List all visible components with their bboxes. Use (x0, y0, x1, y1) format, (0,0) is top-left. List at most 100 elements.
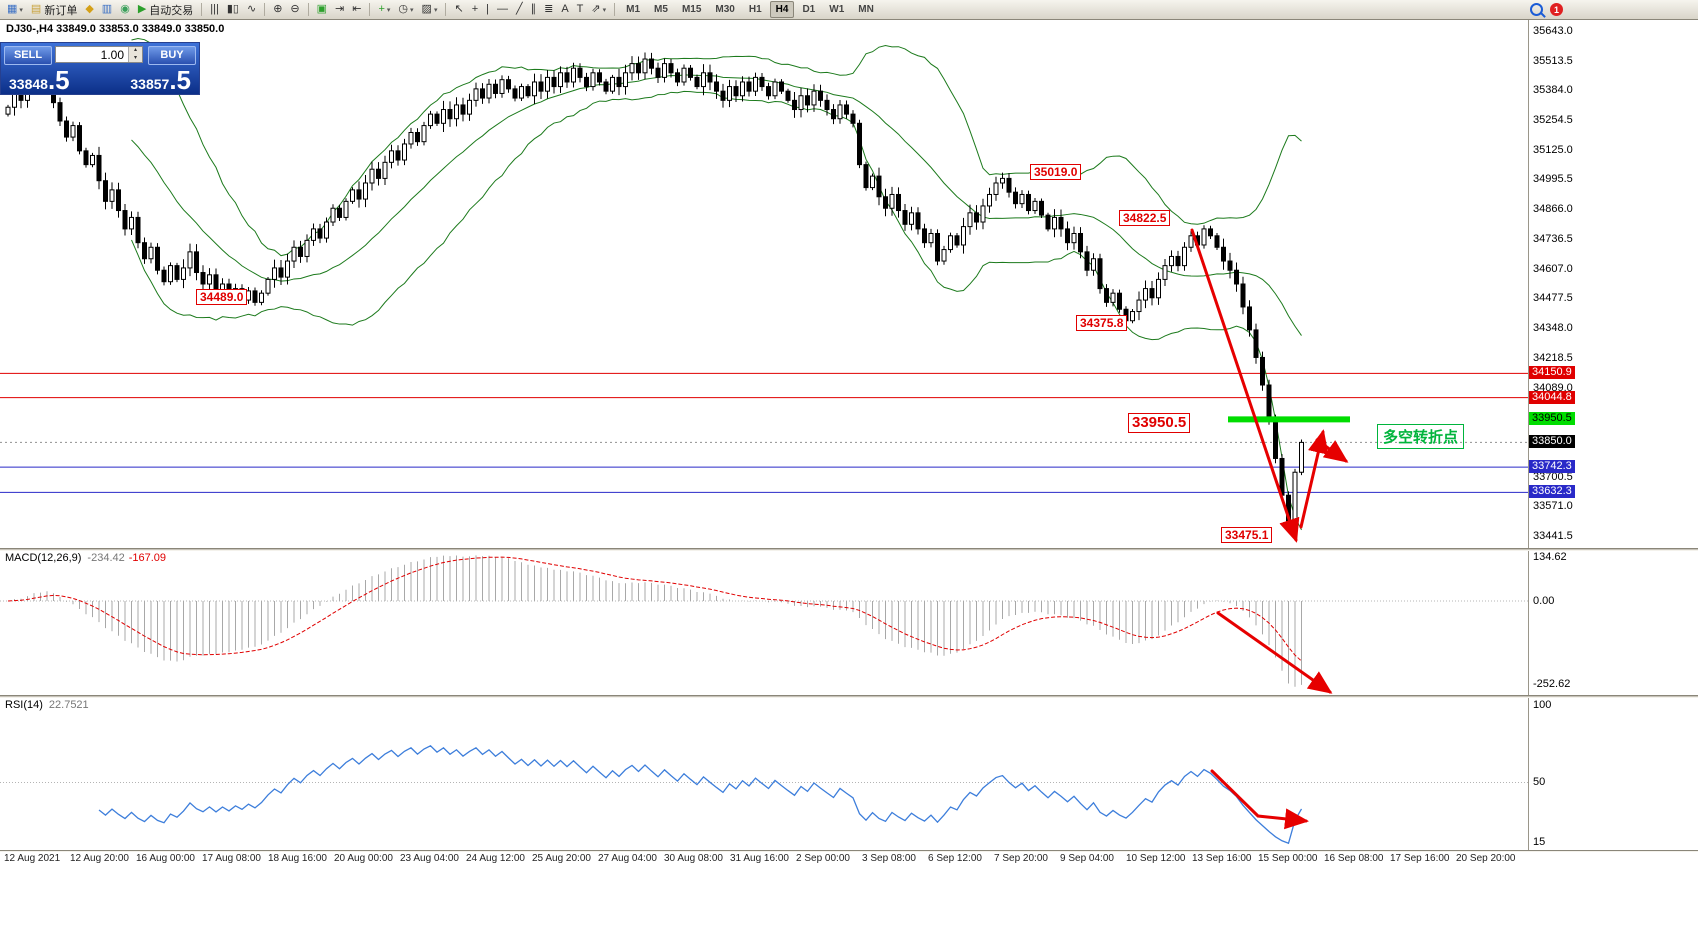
timeframe-button-h4[interactable]: H4 (769, 1, 795, 18)
timeframe-button-m5[interactable]: M5 (654, 4, 668, 15)
lot-increase-button[interactable]: ▴ (129, 47, 142, 55)
candlestick-mode-button[interactable]: ▮▯ (224, 2, 242, 18)
timeframe-button-h1[interactable]: H1 (748, 4, 762, 15)
templates-button-caret-icon: ▾ (433, 6, 438, 14)
zoom-in-button[interactable]: ⊕ (270, 2, 285, 18)
timeframe-button-m15[interactable]: M15 (681, 4, 702, 15)
channel-tool-button[interactable]: ∥ (528, 2, 540, 18)
cursor-tool-button[interactable]: ↖ (451, 2, 466, 18)
new-order-button-label: 新订单 (44, 4, 78, 17)
macd-axis-label: 134.62 (1533, 550, 1567, 563)
price-tick: 35513.5 (1533, 54, 1573, 67)
indicators-button-caret-icon: ▾ (386, 6, 391, 14)
arrows-tool-button[interactable]: ⇗ ▾ (588, 2, 609, 18)
line-chart-mode-button[interactable]: ∿ (244, 2, 259, 18)
zoom-in-button-icon: ⊕ (273, 3, 283, 15)
price-tick: 33571.0 (1533, 500, 1573, 513)
auto-trading-button[interactable]: ▶ 自动交易 (135, 2, 196, 18)
buy-button[interactable]: BUY (148, 46, 196, 65)
auto-scroll-button[interactable]: ⇥ (332, 2, 347, 18)
hline-tool-button[interactable]: — (494, 2, 511, 18)
zoom-out-button[interactable]: ⊖ (287, 2, 302, 18)
toolbar-separator (307, 3, 309, 16)
label-tool-button[interactable]: T (574, 2, 587, 18)
toolbar-separator (614, 3, 616, 16)
macd-axis-label: -252.62 (1533, 678, 1571, 691)
price-axis-label: 33950.5 (1529, 412, 1575, 426)
tile-windows-button[interactable]: ▣ (314, 2, 330, 18)
navigator-button[interactable]: ◉ (117, 2, 133, 18)
price-axis-label: 33632.3 (1529, 485, 1575, 499)
price-tick: 34995.5 (1533, 173, 1573, 186)
time-axis-separator (0, 850, 1698, 852)
one-click-trading-panel: SELL 1.00 ▴ ▾ BUY 33848.5 33857.5 (0, 42, 200, 95)
text-tool-button[interactable]: A (558, 2, 571, 18)
indicators-button[interactable]: + ▾ (375, 2, 393, 18)
sell-price-int: 33848 (9, 76, 48, 92)
crosshair-tool-button-icon: + (471, 3, 479, 15)
price-tick: 34218.5 (1533, 351, 1573, 364)
templates-button-icon: ▨ (421, 3, 432, 15)
sell-price-frac: .5 (47, 65, 70, 95)
buy-price[interactable]: 33857.5 (130, 67, 191, 93)
time-axis-label: 7 Sep 20:00 (994, 853, 1048, 864)
rsi-axis-label: 50 (1533, 776, 1546, 789)
candlestick-mode-button-icon: ▮▯ (226, 3, 239, 15)
time-axis-label: 31 Aug 16:00 (730, 853, 789, 864)
periods-button-icon: ◷ (398, 3, 409, 15)
macd-name: MACD(12,26,9) (5, 552, 82, 564)
price-tick: 34089.0 (1533, 381, 1573, 394)
buy-price-frac: .5 (169, 65, 191, 95)
timeframe-button-w1[interactable]: W1 (829, 4, 845, 15)
periods-button[interactable]: ◷ ▾ (395, 2, 416, 18)
chart-shift-button[interactable]: ⇤ (349, 2, 364, 18)
text-tool-button-icon: A (561, 3, 569, 15)
indicators-button-icon: + (378, 3, 385, 15)
data-window-button[interactable]: ▥ (99, 2, 115, 18)
lot-decrease-button[interactable]: ▾ (129, 54, 142, 62)
new-chart-button[interactable]: ▦ ▾ (4, 2, 26, 18)
templates-button[interactable]: ▨ ▾ (419, 2, 441, 18)
lot-size-input[interactable]: 1.00 ▴ ▾ (55, 46, 143, 63)
time-axis-label: 20 Aug 00:00 (334, 853, 393, 864)
toolbar-separator (369, 3, 371, 16)
bar-chart-mode-button[interactable]: ||| (207, 2, 222, 18)
price-callout-label: 34489.0 (196, 289, 248, 305)
time-axis-label: 17 Aug 08:00 (202, 853, 261, 864)
trendline-tool-button[interactable]: ╱ (513, 2, 526, 18)
time-axis-label: 12 Aug 2021 (4, 853, 61, 864)
vline-tool-button[interactable]: | (483, 2, 492, 18)
macd-rsi-panel-separator[interactable] (0, 695, 1698, 698)
crosshair-tool-button[interactable]: + (469, 2, 481, 18)
main-macd-panel-separator[interactable] (0, 548, 1698, 551)
market-watch-button-icon: ◆ (85, 3, 94, 15)
time-axis-label: 25 Aug 20:00 (532, 853, 591, 864)
timeframe-button-m30[interactable]: M30 (715, 4, 735, 15)
lot-stepper: ▴ ▾ (128, 47, 142, 62)
toolbar-separator (264, 3, 266, 16)
line-chart-mode-button-icon: ∿ (246, 3, 257, 15)
timeframe-button-mn[interactable]: MN (858, 4, 874, 15)
price-axis-label: 34044.8 (1529, 390, 1575, 404)
fibonacci-tool-button[interactable]: ≣ (541, 2, 556, 18)
label-tool-button-icon: T (576, 3, 584, 15)
price-axis-label: 33742.3 (1529, 460, 1575, 474)
new-chart-button-caret-icon: ▾ (19, 6, 23, 14)
notifications-badge[interactable]: 1 (1550, 3, 1563, 16)
timeframe-button-m1[interactable]: M1 (626, 4, 641, 15)
market-watch-button[interactable]: ◆ (82, 2, 96, 18)
price-callout-label: 34375.8 (1076, 315, 1128, 331)
sell-button[interactable]: SELL (4, 46, 52, 65)
toolbar-right-icons: 1 (1530, 3, 1563, 16)
chart-shift-button-icon: ⇤ (352, 3, 362, 15)
arrows-tool-button-icon: ⇗ (591, 3, 601, 15)
auto-scroll-button-icon: ⇥ (335, 3, 345, 15)
new-order-button[interactable]: ▤ 新订单 (28, 2, 80, 18)
search-icon[interactable] (1530, 3, 1543, 16)
sell-price[interactable]: 33848.5 (9, 67, 70, 93)
time-axis-label: 16 Aug 00:00 (136, 853, 195, 864)
macd-axis-label: 0.00 (1533, 595, 1555, 607)
timeframe-button-d1[interactable]: D1 (802, 4, 816, 15)
